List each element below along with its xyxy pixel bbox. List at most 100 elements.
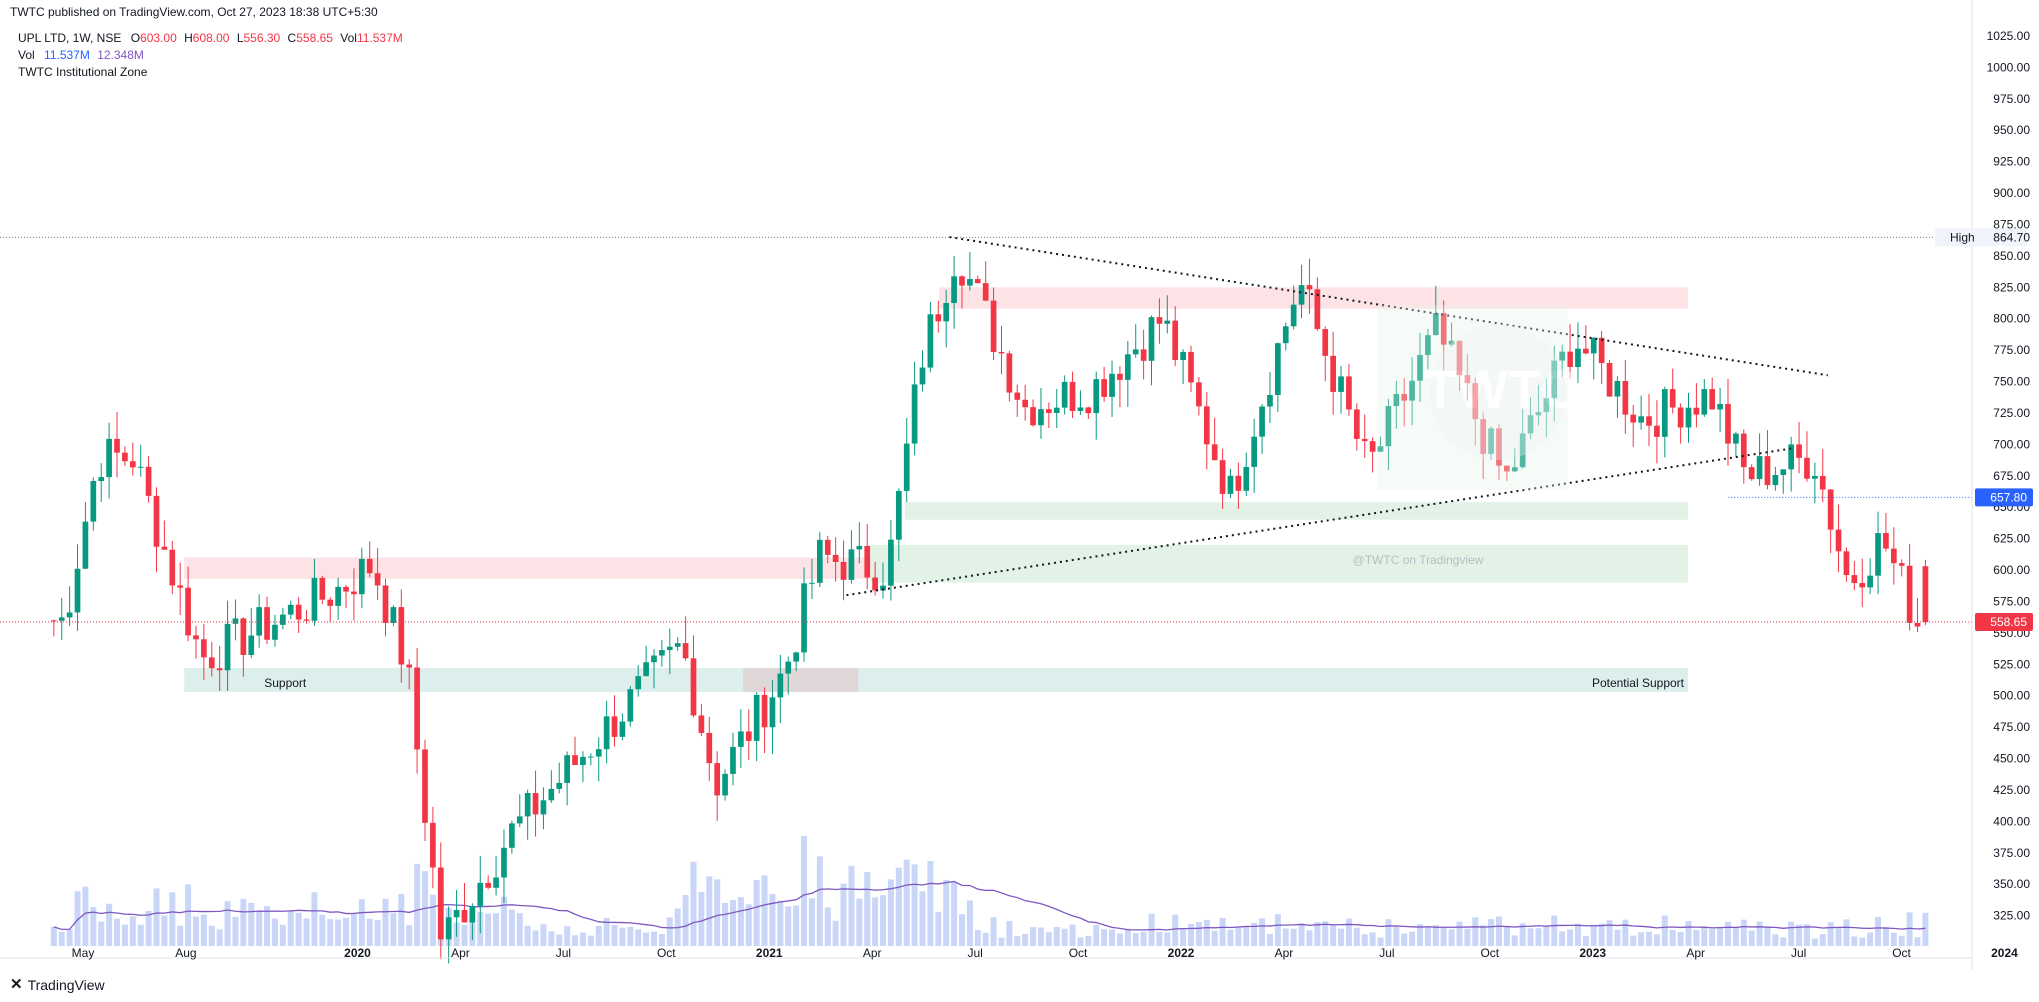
volume-bar	[1385, 919, 1392, 946]
price-tick-label: 825.00	[1993, 280, 2030, 294]
price-tick-label: 875.00	[1993, 217, 2030, 231]
candle-body	[1906, 565, 1913, 623]
volume-bar	[737, 897, 744, 946]
volume-bar	[1535, 928, 1542, 946]
price-tick-label: 525.00	[1993, 657, 2030, 671]
last-price-badge	[1975, 612, 2033, 631]
candle-body	[1740, 433, 1747, 468]
volume-bar	[177, 925, 184, 946]
price-chart[interactable]: Support Potential Support TWTC @TWTC on T…	[0, 0, 2039, 970]
candle-body	[1701, 389, 1708, 415]
candle-body	[1780, 469, 1787, 476]
candle-body	[1140, 349, 1147, 361]
volume-bar	[974, 930, 981, 946]
price-tick-label: 900.00	[1993, 186, 2030, 200]
candle-body	[501, 847, 507, 878]
candle-body	[1267, 395, 1273, 407]
candle-body	[1393, 394, 1400, 407]
candle-body	[982, 283, 989, 301]
ohlc-row: UPL LTD, 1W, NSE O603.00 H608.00 L556.30…	[18, 30, 403, 47]
volume-bar	[1732, 927, 1739, 946]
volume-bar	[603, 917, 610, 946]
candle-body	[1014, 392, 1021, 400]
candle-body	[122, 452, 128, 462]
candle-body	[335, 586, 341, 606]
candle-body	[145, 466, 152, 496]
volume-bar	[1022, 933, 1029, 946]
price-axis: 1025.00 1000.00 975.00 950.00 925.00 900.00 87…	[0, 0, 2030, 970]
volume-bar	[848, 865, 855, 946]
candle-body	[90, 481, 97, 522]
candle-body	[572, 755, 578, 766]
candle-body	[911, 384, 918, 444]
volume-bar	[500, 896, 507, 946]
candle-body	[722, 773, 728, 796]
volume-bar	[1464, 928, 1471, 946]
candle-body	[280, 614, 286, 625]
candle-body	[1914, 622, 1921, 627]
volume-bar	[240, 898, 247, 946]
volume-bar	[208, 925, 215, 946]
candle-body	[1677, 407, 1684, 428]
time-axis: May Aug 2020 Apr Jul Oct 2021 Apr Jul Oct 2022 Apr J…	[72, 946, 2018, 960]
indicator-label[interactable]: TWTC Institutional Zone	[18, 65, 148, 79]
candle-body	[406, 664, 413, 668]
volume-study-label[interactable]: Vol	[18, 48, 35, 62]
volume-bar	[335, 919, 342, 946]
candle-body	[1709, 389, 1716, 410]
candle-body	[666, 646, 673, 651]
candle-body	[1661, 389, 1668, 437]
volume-bar	[1330, 924, 1337, 946]
volume-ma-line	[53, 880, 1926, 931]
candle-body	[477, 882, 484, 906]
volume-row: Vol 11.537M 12.348M	[18, 47, 403, 64]
candle-body	[1203, 406, 1210, 445]
volume-bar	[279, 924, 286, 946]
volume-bar	[1740, 919, 1747, 946]
candle-body	[1685, 407, 1692, 428]
price-tick-label: 850.00	[1993, 249, 2030, 263]
volume-bar	[414, 863, 421, 946]
candle-body	[1385, 406, 1392, 447]
candle-body	[1235, 475, 1242, 491]
volume-bar	[493, 913, 500, 946]
volume-bar	[856, 898, 863, 946]
candle-body	[959, 276, 965, 286]
volume-bar	[1219, 917, 1226, 946]
candle-body	[1022, 399, 1029, 408]
volume-bar	[595, 925, 602, 946]
volume-bar	[1495, 916, 1502, 946]
candle-body	[1835, 529, 1842, 552]
volume-bar	[1859, 937, 1866, 946]
chart-legend: UPL LTD, 1W, NSE O603.00 H608.00 L556.30…	[18, 30, 403, 81]
candle-body	[1101, 379, 1107, 397]
symbol-label[interactable]: UPL LTD, 1W, NSE	[18, 31, 122, 45]
candle-body	[382, 585, 389, 623]
time-tick-label: 2023	[1579, 946, 1606, 960]
candle-body	[1314, 289, 1321, 330]
volume-bar	[98, 921, 105, 946]
candle-body	[1432, 313, 1439, 336]
tradingview-logo-icon[interactable]: ✕	[10, 976, 23, 993]
price-tick-label: 575.00	[1993, 594, 2030, 608]
volume-bar	[927, 861, 934, 946]
candle-body	[453, 910, 460, 918]
level-badge-value: 657.80	[1990, 490, 2027, 504]
volume-bar	[619, 927, 626, 946]
volume-bar	[1156, 931, 1163, 946]
candle-body	[1156, 317, 1163, 324]
volume-bar	[1606, 920, 1613, 946]
volume-bar	[516, 913, 523, 946]
candle-body	[1851, 575, 1858, 584]
candle-body	[1069, 381, 1076, 411]
volume-bar	[1519, 923, 1526, 946]
candle-body	[343, 586, 349, 592]
volume-bar	[1898, 935, 1905, 946]
candle-body	[1377, 446, 1384, 452]
high-badge-label: High	[1950, 230, 1975, 244]
candle-body	[595, 749, 602, 757]
footer-brand[interactable]: TradingView	[27, 977, 105, 993]
candle-body	[761, 694, 768, 728]
volume-bar	[1906, 912, 1913, 946]
volume-bar	[1353, 927, 1360, 946]
